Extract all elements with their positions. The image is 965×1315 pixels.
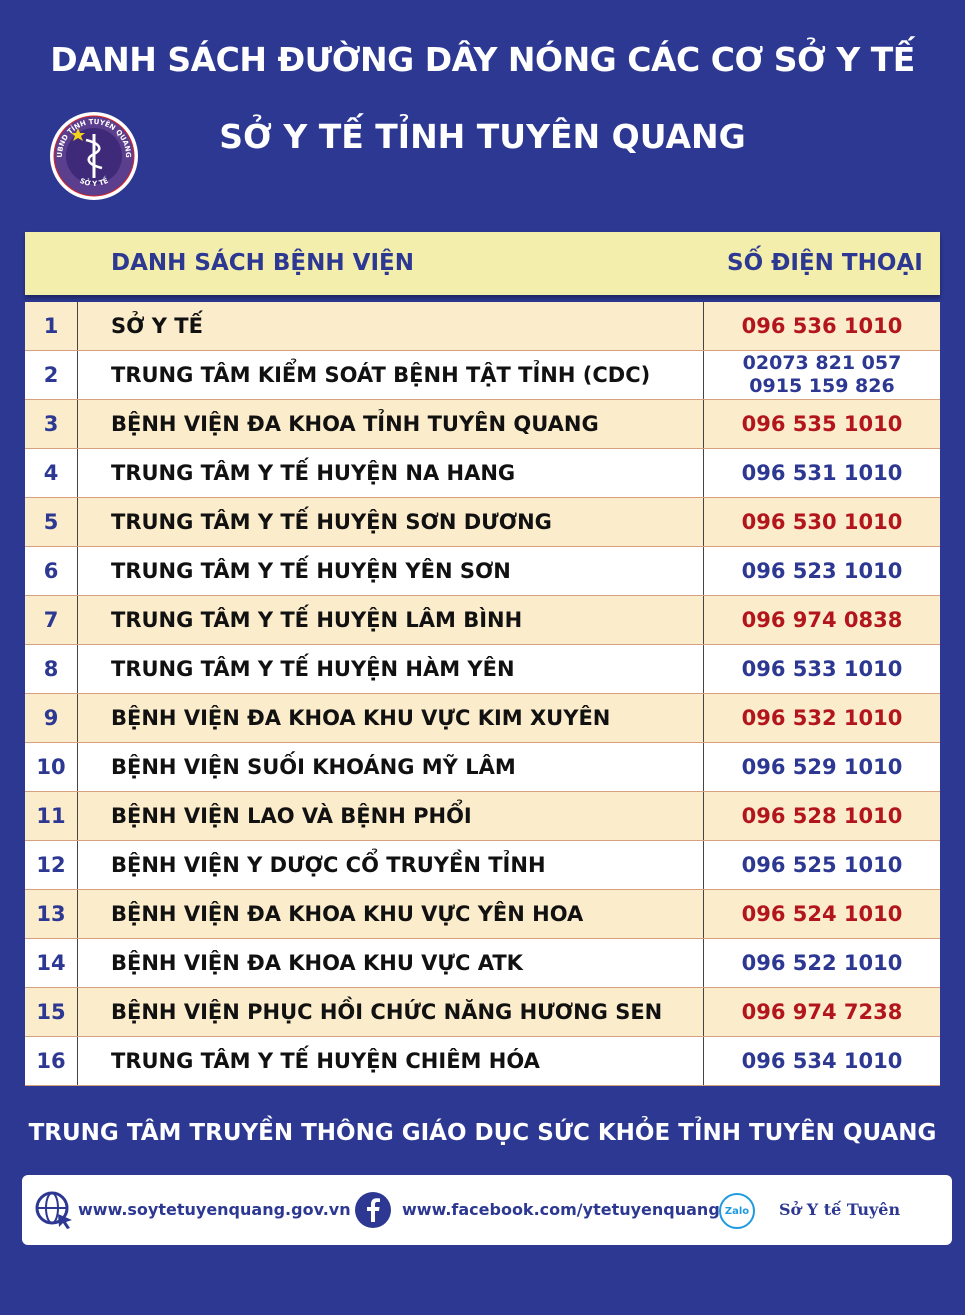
facility-name: TRUNG TÂM Y TẾ HUYỆN CHIÊM HÓA — [111, 1049, 540, 1073]
phone-cell: 02073 821 057 0915 159 826 — [703, 351, 940, 399]
row-number: 5 — [25, 498, 78, 546]
zalo-icon: Zalo — [719, 1193, 755, 1229]
phone-number: 096 530 1010 — [741, 510, 903, 534]
table-row: 14 BỆNH VIỆN ĐA KHOA KHU VỰC ATK 096 522 1… — [25, 939, 940, 988]
phone-cell: 096 533 1010 — [703, 645, 940, 693]
facility-name: SỞ Y TẾ — [111, 314, 203, 338]
facility-name: BỆNH VIỆN PHỤC HỒI CHỨC NĂNG HƯƠNG SEN — [111, 1000, 663, 1024]
facility-name: TRUNG TÂM KIỂM SOÁT BỆNH TẬT TỈNH (CDC) — [111, 363, 651, 387]
table-row: 8 TRUNG TÂM Y TẾ HUYỆN HÀM YÊN 096 533 101… — [25, 645, 940, 694]
table-row: 15 BỆNH VIỆN PHỤC HỒI CHỨC NĂNG HƯƠNG SEN… — [25, 988, 940, 1037]
table-header: DANH SÁCH BỆNH VIỆN SỐ ĐIỆN THOẠI — [25, 232, 940, 295]
row-number: 3 — [25, 400, 78, 448]
column-header: SỐ ĐIỆN THOẠI — [727, 250, 923, 276]
organization: TRUNG TÂM TRUYỀN THÔNG GIÁO DỤC SỨC KHỎE… — [28, 1120, 937, 1146]
zalo-icon-text: Zalo — [725, 1206, 749, 1217]
row-number: 15 — [25, 988, 78, 1036]
phone-cell: 096 974 0838 — [703, 596, 940, 644]
phone-number: 096 529 1010 — [741, 755, 903, 779]
table-row: 4 TRUNG TÂM Y TẾ HUYỆN NA HANG 096 531 101… — [25, 449, 940, 498]
logo: UBND TỈNH TUYÊN QUANG SỞ Y TẾ — [50, 112, 138, 200]
row-number: 9 — [25, 694, 78, 742]
phone-cell: 096 531 1010 — [703, 449, 940, 497]
website[interactable]: www.soytetuyenquang.gov.vn — [78, 1200, 351, 1219]
table-row: 3 BỆNH VIỆN ĐA KHOA TỈNH TUYÊN QUANG 096 5… — [25, 400, 940, 449]
table-row: 16 TRUNG TÂM Y TẾ HUYỆN CHIÊM HÓA 096 534 … — [25, 1037, 940, 1086]
subtitle: SỞ Y TẾ TỈNH TUYÊN QUANG — [219, 117, 746, 156]
facebook-icon — [355, 1192, 391, 1228]
facility-name: TRUNG TÂM Y TẾ HUYỆN SƠN DƯƠNG — [111, 510, 552, 534]
phone-cell: 096 523 1010 — [703, 547, 940, 595]
facility-name: BỆNH VIỆN ĐA KHOA KHU VỰC YÊN HOA — [111, 902, 584, 926]
zalo-name[interactable]: Sở Y tế Tuyên Quang — [779, 1200, 901, 1289]
facebook-link[interactable]: www.facebook.com/ytetuyenquang — [402, 1200, 720, 1219]
facility-name: TRUNG TÂM Y TẾ HUYỆN NA HANG — [111, 461, 516, 485]
facility-name: BỆNH VIỆN ĐA KHOA KHU VỰC ATK — [111, 951, 523, 975]
row-number: 16 — [25, 1037, 78, 1085]
table: 1 SỞ Y TẾ 096 536 1010 2 TRUNG TÂM KIỂM SOÁT… — [25, 302, 940, 1086]
facility-name: BỆNH VIỆN ĐA KHOA KHU VỰC KIM XUYÊN — [111, 706, 611, 730]
phone-number: 096 528 1010 — [741, 804, 903, 828]
row-number: 1 — [25, 302, 78, 350]
phone-cell: 096 528 1010 — [703, 792, 940, 840]
page: DANH SÁCH ĐƯỜNG DÂY NÓNG CÁC CƠ SỞ Y TẾ … — [22, 40, 952, 1289]
phone-number: 096 535 1010 — [741, 412, 903, 436]
phone-cell: 096 524 1010 — [703, 890, 940, 938]
table-row: 2 TRUNG TÂM KIỂM SOÁT BỆNH TẬT TỈNH (CDC)… — [25, 351, 940, 400]
facility-name: TRUNG TÂM Y TẾ HUYỆN YÊN SƠN — [111, 559, 511, 583]
phone-number: 096 536 1010 — [741, 314, 903, 338]
title: DANH SÁCH ĐƯỜNG DÂY NÓNG CÁC CƠ SỞ Y TẾ — [50, 40, 915, 79]
row-number: 11 — [25, 792, 78, 840]
row-number: 7 — [25, 596, 78, 644]
phone-cell: 096 974 7238 — [703, 988, 940, 1036]
facility-name: BỆNH VIỆN LAO VÀ BỆNH PHỔI — [111, 804, 472, 828]
phone-number: 096 533 1010 — [741, 657, 903, 681]
row-number: 2 — [25, 351, 78, 399]
phone-cell: 096 530 1010 — [703, 498, 940, 546]
column-header: DANH SÁCH BỆNH VIỆN — [111, 250, 414, 276]
facility-name: BỆNH VIỆN SUỐI KHOÁNG MỸ LÂM — [111, 755, 516, 779]
table-row: 6 TRUNG TÂM Y TẾ HUYỆN YÊN SƠN 096 523 101… — [25, 547, 940, 596]
contact-bar: www.soytetuyenquang.gov.vn www.facebook.… — [22, 1175, 952, 1289]
row-number: 4 — [25, 449, 78, 497]
phone-number: 096 523 1010 — [741, 559, 903, 583]
phone-cell: 096 535 1010 — [703, 400, 940, 448]
table-row: 13 BỆNH VIỆN ĐA KHOA KHU VỰC YÊN HOA 096 5… — [25, 890, 940, 939]
phone-number: 096 532 1010 — [741, 706, 903, 730]
phone-number: 096 531 1010 — [741, 461, 903, 485]
facility-name: TRUNG TÂM Y TẾ HUYỆN HÀM YÊN — [111, 657, 515, 681]
phone-cell: 096 522 1010 — [703, 939, 940, 987]
table-row: 1 SỞ Y TẾ 096 536 1010 — [25, 302, 940, 351]
phone-number: 0915 159 826 — [749, 375, 895, 397]
table-row: 11 BỆNH VIỆN LAO VÀ BỆNH PHỔI 096 528 1010 — [25, 792, 940, 841]
facility-name: TRUNG TÂM Y TẾ HUYỆN LÂM BÌNH — [111, 608, 523, 632]
facility-name: BỆNH VIỆN Y DƯỢC CỔ TRUYỀN TỈNH — [111, 853, 546, 877]
phone-number: 096 974 7238 — [741, 1000, 903, 1024]
phone-number: 096 524 1010 — [741, 902, 903, 926]
table-row: 7 TRUNG TÂM Y TẾ HUYỆN LÂM BÌNH 096 974 08… — [25, 596, 940, 645]
row-number: 12 — [25, 841, 78, 889]
table-row: 9 BỆNH VIỆN ĐA KHOA KHU VỰC KIM XUYÊN 096 … — [25, 694, 940, 743]
phone-cell: 096 529 1010 — [703, 743, 940, 791]
table-row: 5 TRUNG TÂM Y TẾ HUYỆN SƠN DƯƠNG 096 530 1… — [25, 498, 940, 547]
row-number: 8 — [25, 645, 78, 693]
phone-cell: 096 536 1010 — [703, 302, 940, 350]
phone-number: 096 522 1010 — [741, 951, 903, 975]
globe-icon — [35, 1191, 72, 1229]
row-number: 14 — [25, 939, 78, 987]
phone-number: 096 525 1010 — [741, 853, 903, 877]
table-row: 12 BỆNH VIỆN Y DƯỢC CỔ TRUYỀN TỈNH 096 525… — [25, 841, 940, 890]
row-number: 10 — [25, 743, 78, 791]
table-row: 10 BỆNH VIỆN SUỐI KHOÁNG MỸ LÂM 096 529 10… — [25, 743, 940, 792]
phone-cell: 096 532 1010 — [703, 694, 940, 742]
phone-number: 096 534 1010 — [741, 1049, 903, 1073]
row-number: 13 — [25, 890, 78, 938]
phone-number: 096 974 0838 — [741, 608, 903, 632]
phone-cell: 096 534 1010 — [703, 1037, 940, 1085]
phone-cell: 096 525 1010 — [703, 841, 940, 889]
phone-number: 02073 821 057 — [742, 352, 902, 374]
facility-name: BỆNH VIỆN ĐA KHOA TỈNH TUYÊN QUANG — [111, 412, 599, 436]
row-number: 6 — [25, 547, 78, 595]
